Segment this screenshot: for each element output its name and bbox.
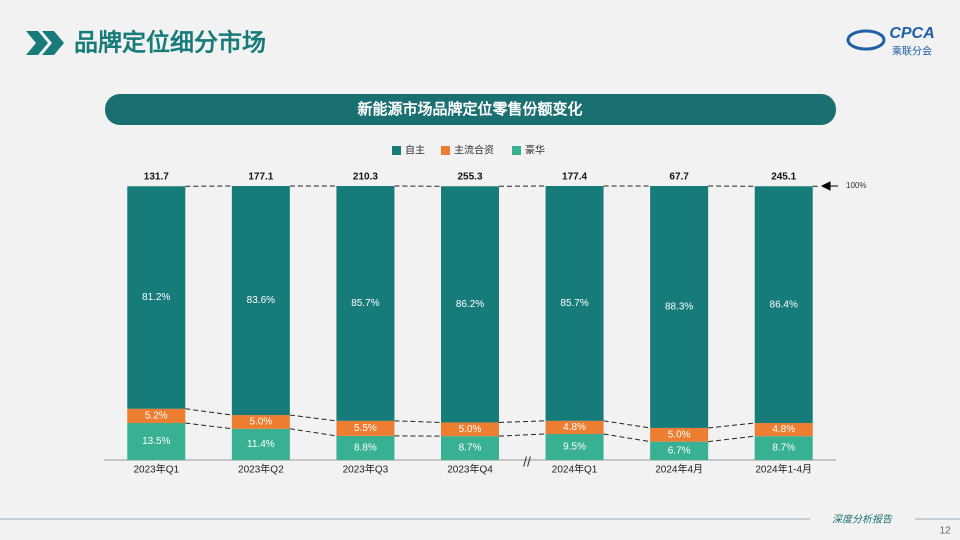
- value-label: 5.0%: [668, 429, 691, 440]
- x-tick-label: 2024年1-4月: [755, 463, 812, 476]
- total-label: 210.3: [353, 172, 378, 183]
- legend-swatch: [392, 146, 401, 155]
- value-label: 5.5%: [354, 423, 377, 434]
- total-label: 67.7: [669, 172, 689, 183]
- connector-line: [289, 414, 337, 422]
- x-tick-label: 2024年4月: [655, 463, 703, 476]
- chevron-icon: [42, 31, 64, 55]
- value-label: 11.4%: [247, 439, 275, 450]
- bar-segment: [650, 186, 709, 428]
- x-tick-label: 2023年Q2: [238, 463, 284, 476]
- connector-line: [185, 408, 232, 416]
- bar-segment: [545, 433, 604, 460]
- value-label: 85.7%: [351, 298, 379, 309]
- bar-segment: [545, 186, 604, 421]
- chart-title: 新能源市场品牌定位零售份额变化: [357, 100, 582, 118]
- bar-segment: [127, 408, 186, 424]
- value-label: 6.7%: [668, 445, 691, 456]
- bar-segment: [127, 186, 186, 409]
- x-tick-label: 2023年Q3: [343, 463, 389, 476]
- total-label: 131.7: [144, 172, 169, 183]
- x-tick-label: 2024年Q1: [552, 463, 598, 476]
- connector-line: [394, 420, 442, 423]
- value-label: 4.8%: [772, 424, 795, 435]
- annotation-arrow: [820, 181, 838, 191]
- bar-segment: [754, 186, 813, 424]
- bar-segment: [650, 427, 709, 442]
- legend-label: 自主: [405, 144, 425, 157]
- legend-label: 豪华: [525, 144, 545, 157]
- chart: 自主 主流合资 豪华 13.5% 5.2% 81.2% 131.7 2023年Q1 11.4% 5…: [104, 144, 836, 476]
- total-label: 255.3: [457, 172, 482, 183]
- value-label: 86.4%: [770, 299, 798, 310]
- value-label: 8.8%: [354, 443, 377, 454]
- value-label: 86.2%: [456, 299, 484, 310]
- logo-text: CPCA: [889, 25, 934, 42]
- bar-segment: [336, 435, 395, 460]
- value-label: 5.2%: [145, 411, 168, 422]
- annotation: 100%: [846, 181, 866, 190]
- value-label: 9.5%: [563, 442, 586, 453]
- connector-line: [708, 422, 755, 429]
- axis-break: //: [523, 454, 531, 470]
- value-label: 5.0%: [249, 417, 272, 428]
- bar-segment: [231, 186, 290, 416]
- value-label: 83.6%: [247, 295, 275, 306]
- x-tick-label: 2023年Q4: [447, 463, 493, 476]
- legend-label: 主流合资: [454, 144, 494, 157]
- value-label: 8.7%: [459, 443, 482, 454]
- value-label: 8.7%: [772, 443, 795, 454]
- bar-segment: [441, 422, 499, 437]
- bar-segment: [231, 415, 290, 429]
- bar-segment: [336, 186, 395, 421]
- bar-segment: [127, 423, 186, 460]
- connector-line: [289, 428, 337, 437]
- bar-segment: [754, 436, 813, 460]
- legend-swatch: [441, 146, 450, 155]
- logo-subtitle: 乘联分会: [892, 45, 932, 58]
- bar-segment: [336, 420, 395, 436]
- value-label: 81.2%: [142, 292, 170, 303]
- footer-text: 深度分析报告: [832, 514, 893, 526]
- connector-line: [603, 433, 651, 443]
- bar-segment: [231, 428, 290, 460]
- value-label: 13.5%: [142, 436, 170, 447]
- page-title: 品牌定位细分市场: [74, 28, 266, 56]
- legend-swatch: [512, 146, 521, 155]
- chart-banner: [105, 94, 836, 125]
- bar-segment: [754, 423, 813, 437]
- connector-line: [498, 420, 546, 423]
- bar-segment: [545, 420, 604, 434]
- logo-mark: [846, 29, 886, 51]
- x-tick-label: 2023年Q1: [133, 463, 179, 476]
- connector-line: [603, 420, 651, 429]
- total-label: 177.1: [248, 172, 273, 183]
- total-label: 245.1: [771, 172, 796, 183]
- value-label: 88.3%: [665, 302, 693, 313]
- bar-segment: [441, 436, 499, 460]
- bar-segment: [441, 186, 499, 423]
- bar-segment: [650, 441, 709, 460]
- connector-line: [708, 435, 755, 443]
- value-label: 5.0%: [459, 424, 482, 435]
- total-label: 177.4: [562, 172, 587, 183]
- page-number: 12: [939, 526, 951, 537]
- chevron-icon: [26, 31, 48, 55]
- connector-line: [498, 433, 546, 437]
- value-label: 85.7%: [560, 298, 588, 309]
- connector-line: [185, 422, 232, 430]
- value-label: 4.8%: [563, 422, 586, 433]
